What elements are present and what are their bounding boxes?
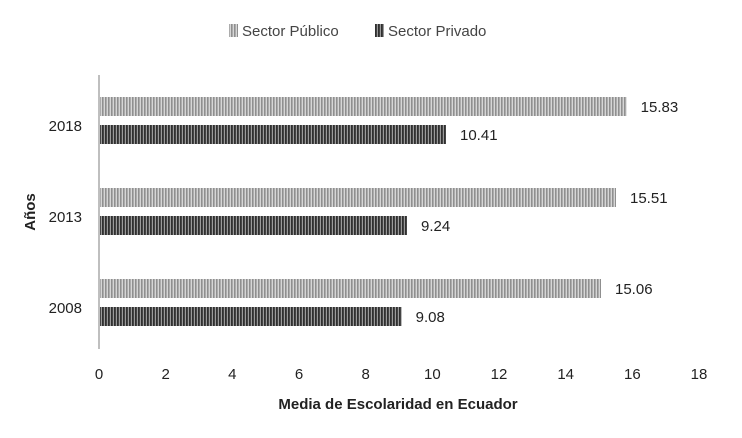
x-tick-4: 4 [228, 366, 236, 383]
x-tick-labels: 0 2 4 6 8 10 12 14 16 18 [95, 366, 708, 383]
x-tick-8: 8 [361, 366, 369, 383]
category-labels: 2018 2013 2008 [49, 118, 82, 317]
bar-privado-2018 [100, 125, 446, 144]
data-label-publico-2008: 15.06 [615, 281, 653, 298]
x-tick-14: 14 [557, 366, 574, 383]
bar-privado-2008 [100, 307, 402, 326]
data-label-publico-2018: 15.83 [641, 99, 679, 116]
legend-swatch-privado [375, 24, 384, 37]
bar-privado-2013 [100, 216, 407, 235]
bars-group [100, 97, 627, 326]
legend-label-publico: Sector Público [242, 23, 339, 40]
bar-publico-2018 [100, 97, 627, 116]
x-tick-10: 10 [424, 366, 441, 383]
data-label-publico-2013: 15.51 [630, 190, 668, 207]
x-tick-0: 0 [95, 366, 103, 383]
category-label-2018: 2018 [49, 118, 82, 135]
y-axis-title: Años [22, 193, 39, 231]
x-tick-12: 12 [491, 366, 508, 383]
x-axis-title: Media de Escolaridad en Ecuador [278, 396, 517, 413]
x-tick-6: 6 [295, 366, 303, 383]
category-label-2008: 2008 [49, 300, 82, 317]
data-labels: 15.83 10.41 15.51 9.24 15.06 9.08 [416, 99, 679, 326]
x-tick-18: 18 [691, 366, 708, 383]
data-label-privado-2008: 9.08 [416, 309, 445, 326]
x-tick-16: 16 [624, 366, 641, 383]
bar-publico-2008 [100, 279, 601, 298]
x-tick-2: 2 [161, 366, 169, 383]
legend-label-privado: Sector Privado [388, 23, 486, 40]
bar-publico-2013 [100, 188, 616, 207]
category-label-2013: 2013 [49, 209, 82, 226]
data-label-privado-2013: 9.24 [421, 218, 450, 235]
legend: Sector Público Sector Privado [229, 23, 486, 40]
legend-swatch-publico [229, 24, 238, 37]
data-label-privado-2018: 10.41 [460, 127, 498, 144]
